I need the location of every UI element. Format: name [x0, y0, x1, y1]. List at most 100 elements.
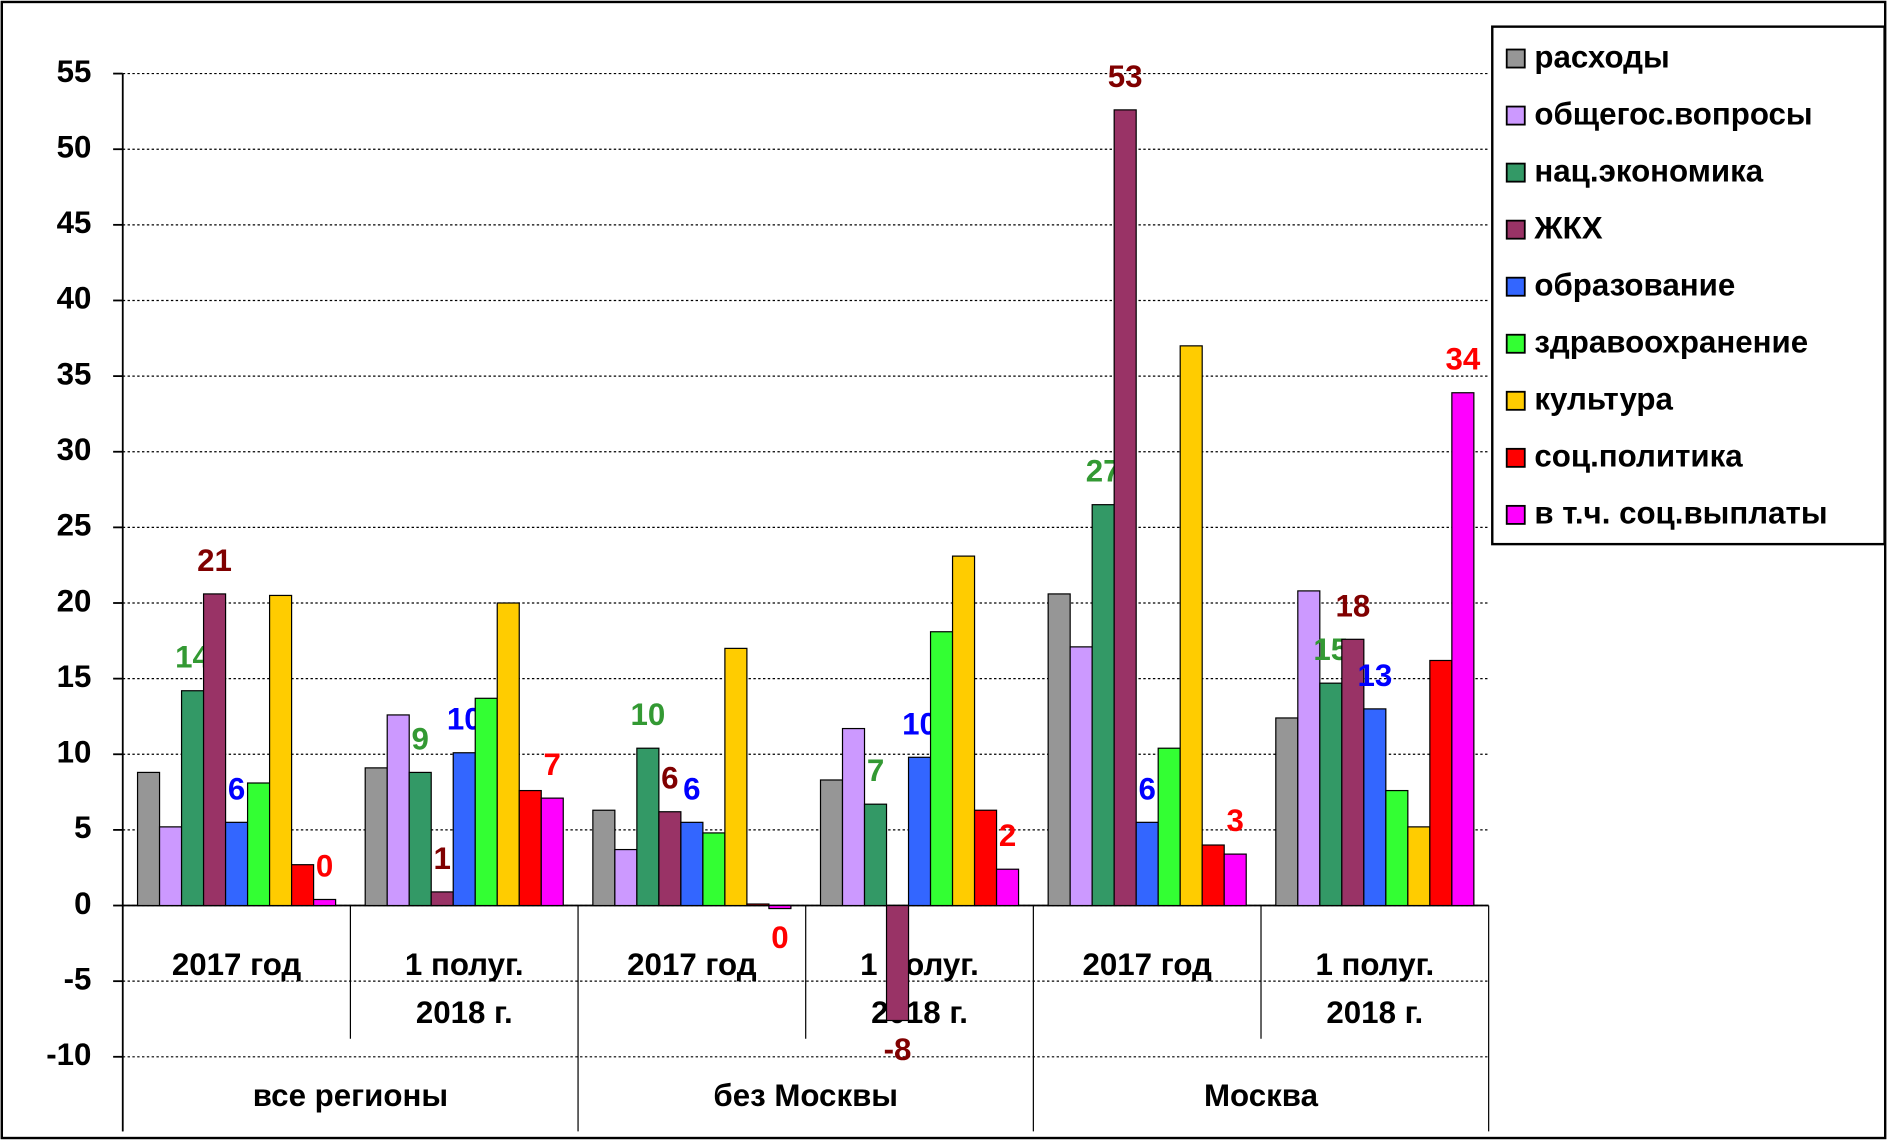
legend-label: нац.экономика: [1534, 153, 1763, 188]
x-tick-label: 2017 год: [627, 947, 757, 982]
bar: [973, 809, 998, 907]
bar: [452, 752, 476, 907]
legend-swatch: [1505, 390, 1526, 411]
bar: [819, 779, 844, 907]
y-tick-label: 15: [57, 659, 92, 694]
bar: [312, 898, 337, 907]
bar: [680, 821, 704, 907]
legend-label: культура: [1534, 382, 1673, 417]
legend-swatch: [1505, 162, 1526, 183]
legend-swatch: [1505, 48, 1526, 69]
data-label: -8: [884, 1032, 912, 1067]
y-tick-label: 30: [57, 432, 92, 467]
data-label: 6: [683, 771, 700, 806]
data-label: 1: [434, 841, 451, 876]
legend-swatch: [1505, 276, 1526, 297]
bar: [724, 647, 748, 907]
data-label: 7: [867, 753, 884, 788]
bar: [496, 602, 520, 907]
bar: [614, 848, 638, 907]
bar: [430, 891, 454, 907]
bar: [951, 555, 976, 907]
bar: [290, 864, 315, 907]
bar: [768, 904, 792, 910]
bar: [386, 714, 410, 907]
bar: [1201, 844, 1225, 907]
y-tick-label: 50: [57, 129, 92, 164]
bar: [364, 767, 388, 907]
bar: [408, 771, 432, 907]
data-label: 3: [1227, 803, 1244, 838]
x-tick-label: 1 полуг.: [860, 947, 979, 982]
data-label: 13: [1357, 658, 1392, 693]
bar: [1407, 826, 1431, 907]
bar: [841, 727, 866, 907]
x-tick-label: 2018 г.: [416, 995, 513, 1030]
bar: [268, 594, 293, 907]
data-label: 9: [412, 721, 429, 756]
bar: [246, 782, 271, 907]
x-tick-label: 1 полуг.: [405, 947, 524, 982]
bar: [658, 811, 682, 907]
legend-swatch: [1505, 219, 1526, 240]
bar: [1429, 659, 1453, 907]
bar: [474, 697, 498, 907]
legend-label: образование: [1534, 268, 1735, 303]
bar: [158, 826, 183, 907]
legend-label: расходы: [1534, 39, 1669, 74]
bar: [1363, 708, 1387, 907]
bar: [202, 593, 227, 907]
bar: [518, 789, 542, 907]
bar: [885, 904, 910, 1022]
bar: [995, 868, 1020, 907]
y-tick-label: 10: [57, 735, 92, 770]
y-tick-label: 35: [57, 356, 92, 391]
data-label: 18: [1335, 588, 1370, 623]
x-tick-label: 2018 г.: [871, 995, 968, 1030]
data-label: 2: [999, 818, 1016, 853]
bar: [224, 821, 249, 907]
category-group-label: все регионы: [253, 1078, 448, 1113]
bar: [636, 747, 660, 907]
legend-label: ЖКХ: [1533, 211, 1602, 246]
x-tick-label: 2017 год: [1082, 947, 1212, 982]
y-tick-label: 25: [57, 508, 92, 543]
data-label: 0: [771, 920, 788, 955]
bar: [540, 797, 564, 907]
data-label: 10: [630, 697, 665, 732]
bar: [929, 631, 954, 907]
category-group-label: Москва: [1204, 1078, 1319, 1113]
y-tick-label: 40: [57, 281, 92, 316]
x-tick-label: 2017 год: [172, 947, 302, 982]
bar: [1319, 682, 1343, 907]
category-group-label: без Москвы: [713, 1078, 898, 1113]
legend-swatch: [1505, 447, 1526, 468]
bar: [1179, 345, 1203, 907]
y-tick-label: 5: [74, 810, 91, 845]
bar: [702, 832, 726, 907]
legend-label: в т.ч. соц.выплаты: [1534, 496, 1827, 531]
bar: [1275, 717, 1299, 907]
legend-swatch: [1505, 333, 1526, 354]
y-tick-label: 0: [74, 886, 91, 921]
y-tick-label: 45: [57, 205, 92, 240]
data-label: 21: [197, 543, 232, 578]
x-tick-label: 1 полуг.: [1315, 947, 1434, 982]
bar: [136, 771, 161, 907]
bar: [746, 903, 770, 907]
bar: [907, 756, 932, 907]
bar: [180, 690, 205, 907]
data-label: 0: [316, 848, 333, 883]
bar: [1091, 504, 1115, 907]
bar: [1069, 646, 1093, 907]
data-label: 53: [1108, 59, 1143, 94]
bar: [1385, 789, 1409, 907]
data-label: 6: [1138, 771, 1155, 806]
y-tick-label: 55: [57, 54, 92, 89]
bar: [1135, 821, 1159, 907]
bar: [1047, 593, 1071, 907]
data-label: 7: [544, 747, 561, 782]
bar: [1223, 853, 1247, 907]
legend-swatch: [1505, 105, 1526, 126]
